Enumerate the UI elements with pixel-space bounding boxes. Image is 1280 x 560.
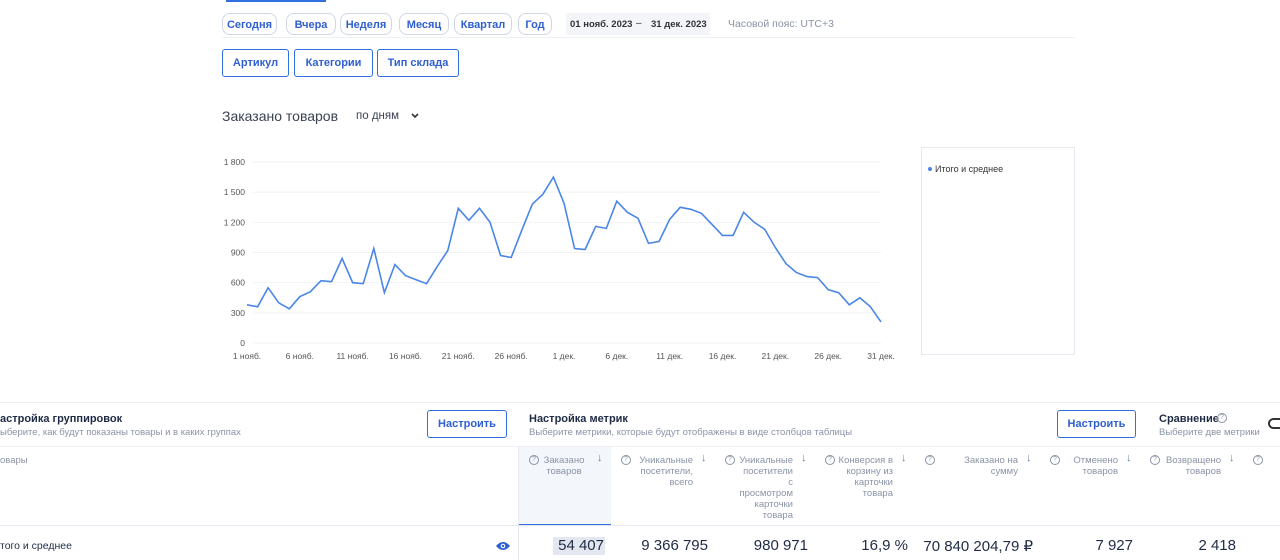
sort-arrow[interactable]: ↓ bbox=[1126, 452, 1132, 464]
column-header: Конверсия в корзину из карточки товара bbox=[838, 455, 893, 499]
legend-swatch bbox=[928, 167, 932, 171]
x-tick-label: 11 нояб. bbox=[336, 351, 368, 361]
period-button[interactable]: Квартал bbox=[454, 13, 512, 35]
info-icon[interactable]: ? bbox=[529, 455, 539, 465]
comparison-title: Сравнение bbox=[1159, 413, 1219, 425]
y-tick-label: 900 bbox=[231, 248, 245, 258]
column-header: Заказано на сумму bbox=[964, 455, 1018, 477]
cell-value: 980 971 bbox=[753, 537, 808, 554]
cell-value: 54 407 bbox=[558, 537, 604, 554]
sort-arrow[interactable]: ↓ bbox=[1026, 452, 1032, 464]
x-tick-label: 1 нояб. bbox=[233, 351, 261, 361]
column-header: Заказано товаров bbox=[543, 455, 585, 477]
date-to: 31 дек. 2023 bbox=[651, 19, 707, 30]
column-header: Отменено товаров bbox=[1073, 455, 1118, 477]
y-tick-label: 300 bbox=[231, 308, 245, 318]
x-tick-label: 11 дек. bbox=[656, 351, 683, 361]
dropdown-icon[interactable] bbox=[410, 112, 420, 120]
y-tick-label: 600 bbox=[231, 278, 245, 288]
date-box[interactable] bbox=[566, 13, 710, 35]
metrics-button[interactable]: Настроить bbox=[1057, 410, 1136, 438]
grouping-button[interactable]: Настроить bbox=[427, 410, 507, 438]
period-button[interactable]: Сегодня bbox=[222, 13, 277, 35]
x-tick-label: 1 дек. bbox=[553, 351, 576, 361]
period-button[interactable]: Неделя bbox=[340, 13, 392, 35]
sort-arrow[interactable]: ↓ bbox=[597, 452, 603, 464]
toggle[interactable] bbox=[1268, 418, 1280, 429]
column-header: Уникальные посетители с просмотром карто… bbox=[739, 455, 793, 521]
sort-arrow[interactable]: ↓ bbox=[801, 452, 807, 464]
x-tick-label: 16 дек. bbox=[709, 351, 737, 361]
grouping-subtitle: ыберите, как будут показаны товары и в к… bbox=[0, 427, 241, 438]
info-icon[interactable]: ? bbox=[925, 455, 935, 465]
legend-label: Итого и среднее bbox=[935, 164, 1004, 174]
x-tick-label: 21 дек. bbox=[762, 351, 790, 361]
grouping-title: астройка группировок bbox=[0, 413, 123, 425]
cell-value: 16,9 % bbox=[861, 537, 908, 554]
metrics-subtitle: Выберите метрики, которые будут отображе… bbox=[529, 427, 853, 438]
filter-button[interactable]: Категории bbox=[294, 49, 373, 77]
period-button[interactable]: Месяц bbox=[399, 13, 449, 35]
granularity[interactable]: по дням bbox=[356, 110, 400, 122]
x-tick-label: 26 нояб. bbox=[495, 351, 528, 361]
cell-value: 2 418 bbox=[1198, 537, 1236, 554]
info-icon[interactable]: ? bbox=[1217, 413, 1227, 423]
sort-arrow[interactable]: ↓ bbox=[901, 452, 907, 464]
tab-indicator bbox=[226, 0, 326, 2]
row-label: того и среднее bbox=[0, 540, 72, 552]
info-icon[interactable]: ? bbox=[825, 455, 835, 465]
divider bbox=[0, 446, 1280, 447]
column-header: овары bbox=[0, 455, 28, 466]
value-highlight bbox=[553, 537, 605, 555]
date-separator: – bbox=[636, 18, 642, 29]
info-icon[interactable]: ? bbox=[1253, 455, 1263, 465]
comparison-subtitle: Выберите две метрики bbox=[1159, 427, 1260, 438]
chart: 0 300 600 900 1 200 1 500 1 800 1 нояб. 6 нояб. 1… bbox=[224, 157, 895, 361]
y-tick-label: 0 bbox=[240, 338, 245, 348]
divider bbox=[0, 402, 1280, 403]
cell-value: 7 927 bbox=[1095, 537, 1133, 554]
info-icon[interactable]: ? bbox=[1050, 455, 1060, 465]
column-divider bbox=[518, 447, 519, 560]
metrics-title: Настройка метрик bbox=[529, 413, 628, 425]
sort-arrow[interactable]: ↓ bbox=[1229, 452, 1235, 464]
period-button[interactable]: Год bbox=[518, 13, 552, 35]
eye-icon[interactable] bbox=[495, 540, 511, 552]
legend-box bbox=[921, 147, 1075, 355]
filter-button[interactable]: Артикул bbox=[222, 49, 289, 77]
divider bbox=[0, 525, 1280, 526]
cell-value: 9 366 795 bbox=[641, 537, 708, 554]
chart-title: Заказано товаров bbox=[222, 108, 339, 124]
info-icon[interactable]: ? bbox=[1150, 455, 1160, 465]
divider bbox=[222, 37, 1075, 38]
y-tick-label: 1 200 bbox=[224, 217, 246, 227]
column-header: Уникальные посетители, всего bbox=[639, 455, 693, 488]
x-tick-label: 6 нояб. bbox=[286, 351, 314, 361]
x-tick-label: 6 дек. bbox=[605, 351, 628, 361]
timezone: Часовой пояс: UTC+3 bbox=[728, 18, 834, 30]
y-tick-label: 1 500 bbox=[224, 187, 246, 197]
cell-value: 70 840 204,79 ₽ bbox=[923, 538, 1033, 555]
y-tick-label: 1 800 bbox=[224, 157, 246, 167]
x-tick-label: 16 нояб. bbox=[389, 351, 422, 361]
x-tick-label: 26 дек. bbox=[814, 351, 842, 361]
filter-button[interactable]: Тип склада bbox=[377, 49, 459, 77]
sort-arrow[interactable]: ↓ bbox=[701, 452, 707, 464]
column-header: Возвращено товаров bbox=[1166, 455, 1222, 477]
info-icon[interactable]: ? bbox=[725, 455, 735, 465]
info-icon[interactable]: ? bbox=[621, 455, 631, 465]
series-line bbox=[246, 175, 882, 323]
period-button[interactable]: Вчера bbox=[286, 13, 336, 35]
date-from: 01 нояб. 2023 bbox=[570, 19, 633, 30]
x-tick-label: 21 нояб. bbox=[442, 351, 475, 361]
x-tick-label: 31 дек. bbox=[867, 351, 895, 361]
